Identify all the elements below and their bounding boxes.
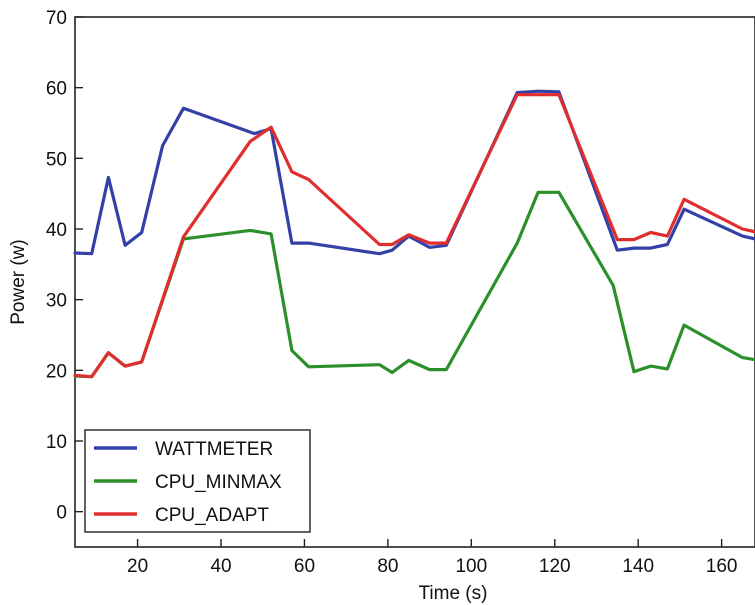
plot-frame: [74, 16, 755, 548]
x-tick-label: 40: [210, 556, 231, 577]
y-axis-ticks: 0 10 20 30 40 50 60 70: [46, 8, 83, 524]
y-tick-label: 20: [46, 361, 67, 382]
x-tick-label: 80: [377, 556, 398, 577]
series-line-cpu-minmax: [73, 190, 755, 379]
y-tick-label: 30: [46, 291, 67, 312]
x-tick-label: 20: [127, 556, 148, 577]
y-tick-label: 0: [56, 503, 67, 524]
y-tick-label: 10: [46, 432, 67, 453]
legend-label: CPU_ADAPT: [155, 505, 269, 526]
x-tick-label: 160: [706, 556, 738, 577]
series-lines: [73, 89, 755, 379]
series-line-wattmeter: [73, 89, 755, 256]
y-tick-label: 70: [46, 8, 67, 29]
legend: WATTMETER CPU_MINMAX CPU_ADAPT: [84, 429, 311, 533]
series-line-cpu-adapt: [73, 93, 755, 379]
y-tick-label: 50: [46, 149, 67, 170]
y-axis-label: Power (w): [8, 239, 29, 325]
x-axis-ticks: 20 40 60 80 100 120 140 160: [127, 539, 737, 577]
x-tick-label: 100: [455, 556, 487, 577]
x-tick-label: 120: [539, 556, 571, 577]
y-tick-label: 60: [46, 79, 67, 100]
x-tick-label: 140: [622, 556, 654, 577]
plot-border: [74, 16, 755, 548]
legend-label: WATTMETER: [155, 439, 273, 460]
legend-label: CPU_MINMAX: [155, 472, 282, 493]
y-tick-label: 40: [46, 220, 67, 241]
x-tick-label: 60: [294, 556, 315, 577]
x-axis-label: Time (s): [419, 583, 488, 604]
